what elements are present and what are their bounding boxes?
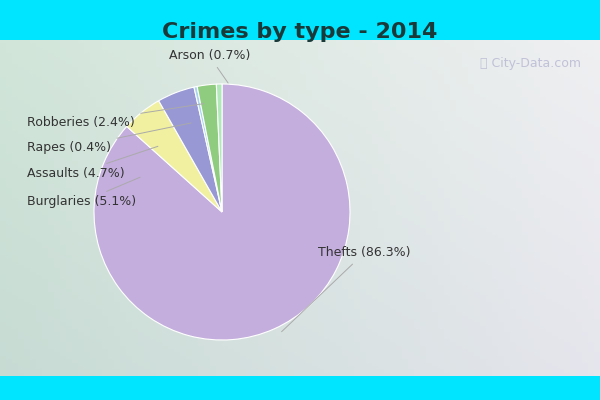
Text: Burglaries (5.1%): Burglaries (5.1%) xyxy=(28,177,140,208)
Wedge shape xyxy=(159,87,222,212)
Text: Rapes (0.4%): Rapes (0.4%) xyxy=(28,123,191,154)
Text: Arson (0.7%): Arson (0.7%) xyxy=(169,49,250,83)
Wedge shape xyxy=(217,84,222,212)
Wedge shape xyxy=(194,86,222,212)
Text: ⓘ City-Data.com: ⓘ City-Data.com xyxy=(479,58,581,70)
Text: Crimes by type - 2014: Crimes by type - 2014 xyxy=(163,22,437,42)
Wedge shape xyxy=(197,84,222,212)
Text: Thefts (86.3%): Thefts (86.3%) xyxy=(281,246,410,332)
Wedge shape xyxy=(127,101,222,212)
Text: Assaults (4.7%): Assaults (4.7%) xyxy=(28,146,158,180)
Text: Robberies (2.4%): Robberies (2.4%) xyxy=(28,104,204,129)
Wedge shape xyxy=(94,84,350,340)
